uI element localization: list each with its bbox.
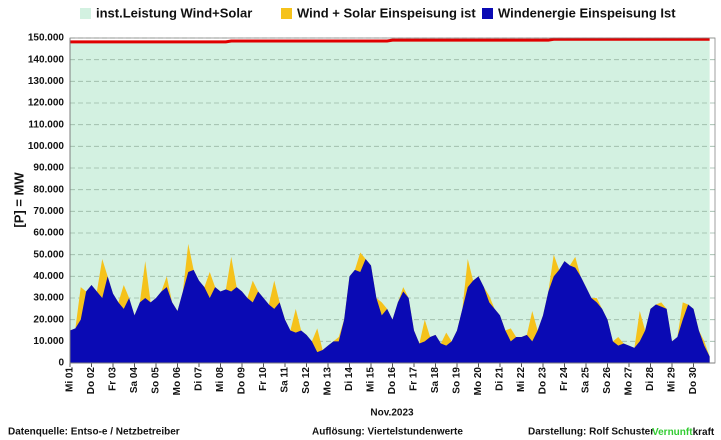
y-tick-label: 40.000 <box>33 271 64 282</box>
x-tick-label: Mi 01 <box>65 367 76 392</box>
x-tick-label: Do 02 <box>86 367 97 395</box>
x-tick-label: Di 21 <box>495 367 506 391</box>
x-axis-label: Nov.2023 <box>370 408 414 419</box>
x-tick-label: So 05 <box>151 367 162 394</box>
source-note: Datenquelle: Entso-e / Netzbetreiber <box>8 427 180 438</box>
y-tick-label: 90.000 <box>33 163 64 174</box>
brand-part: kraft <box>693 427 715 438</box>
x-tick-label: Do 16 <box>387 367 398 395</box>
x-tick-label: Di 14 <box>344 367 355 391</box>
x-tick-label: Fr 17 <box>409 367 420 391</box>
legend-swatch <box>281 8 292 19</box>
y-tick-label: 20.000 <box>33 314 64 325</box>
x-tick-label: Do 09 <box>237 367 248 395</box>
x-tick-label: Sa 18 <box>430 367 441 394</box>
x-tick-label: Mi 29 <box>667 367 678 392</box>
legend-label: Wind + Solar Einspeisung ist <box>297 5 476 20</box>
y-tick-label: 30.000 <box>33 293 64 304</box>
x-tick-label: So 26 <box>602 367 613 394</box>
x-tick-label: Mi 08 <box>215 367 226 392</box>
y-tick-label: 140.000 <box>28 54 65 65</box>
legend-swatch <box>482 8 493 19</box>
y-tick-label: 110.000 <box>28 119 64 130</box>
y-tick-label: 60.000 <box>33 228 64 239</box>
legend-label: inst.Leistung Wind+Solar <box>96 5 252 20</box>
y-tick-label: 70.000 <box>33 206 64 217</box>
x-tick-label: Mo 06 <box>172 367 183 396</box>
x-tick-label: Mo 13 <box>323 367 334 396</box>
x-tick-label: So 12 <box>301 367 312 394</box>
author-note: Darstellung: Rolf Schuster <box>528 427 654 438</box>
y-tick-label: 0 <box>58 358 64 369</box>
y-axis-label: [P] = MW <box>11 172 26 228</box>
resolution-note: Auflösung: Viertelstundenwerte <box>312 427 463 438</box>
legend-label: Windenergie Einspeisung Ist <box>498 5 676 20</box>
installed-line <box>70 37 710 44</box>
brand-part: Vernunft <box>652 427 693 438</box>
x-tick-label: Mo 27 <box>624 367 635 396</box>
y-tick-label: 50.000 <box>33 249 64 260</box>
x-tick-label: Mi 22 <box>516 367 527 392</box>
series-area <box>70 259 710 363</box>
y-tick-label: 130.000 <box>28 76 65 87</box>
x-tick-label: Di 28 <box>645 367 656 391</box>
x-tick-label: Sa 25 <box>581 367 592 394</box>
x-tick-label: Mo 20 <box>473 367 484 396</box>
brand: Vernunftkraft <box>652 427 715 438</box>
x-tick-label: Fr 03 <box>108 367 119 391</box>
x-tick-label: Fr 24 <box>559 367 570 391</box>
plot-frame <box>69 37 716 364</box>
x-tick-label: Fr 10 <box>258 367 269 391</box>
x-tick-label: Do 23 <box>538 367 549 395</box>
x-tick-label: Di 07 <box>194 367 205 391</box>
x-tick-label: So 19 <box>452 367 463 394</box>
y-tick-label: 120.000 <box>28 98 65 109</box>
x-tick-label: Do 30 <box>688 367 699 395</box>
y-tick-label: 150.000 <box>28 33 65 44</box>
legend-swatch <box>80 8 91 19</box>
x-tick-label: Sa 04 <box>129 367 140 394</box>
x-tick-label: Sa 11 <box>280 367 291 393</box>
x-tick-label: Mi 15 <box>366 367 377 392</box>
y-tick-label: 80.000 <box>33 184 64 195</box>
y-tick-label: 10.000 <box>33 336 64 347</box>
y-tick-label: 100.000 <box>28 141 65 152</box>
